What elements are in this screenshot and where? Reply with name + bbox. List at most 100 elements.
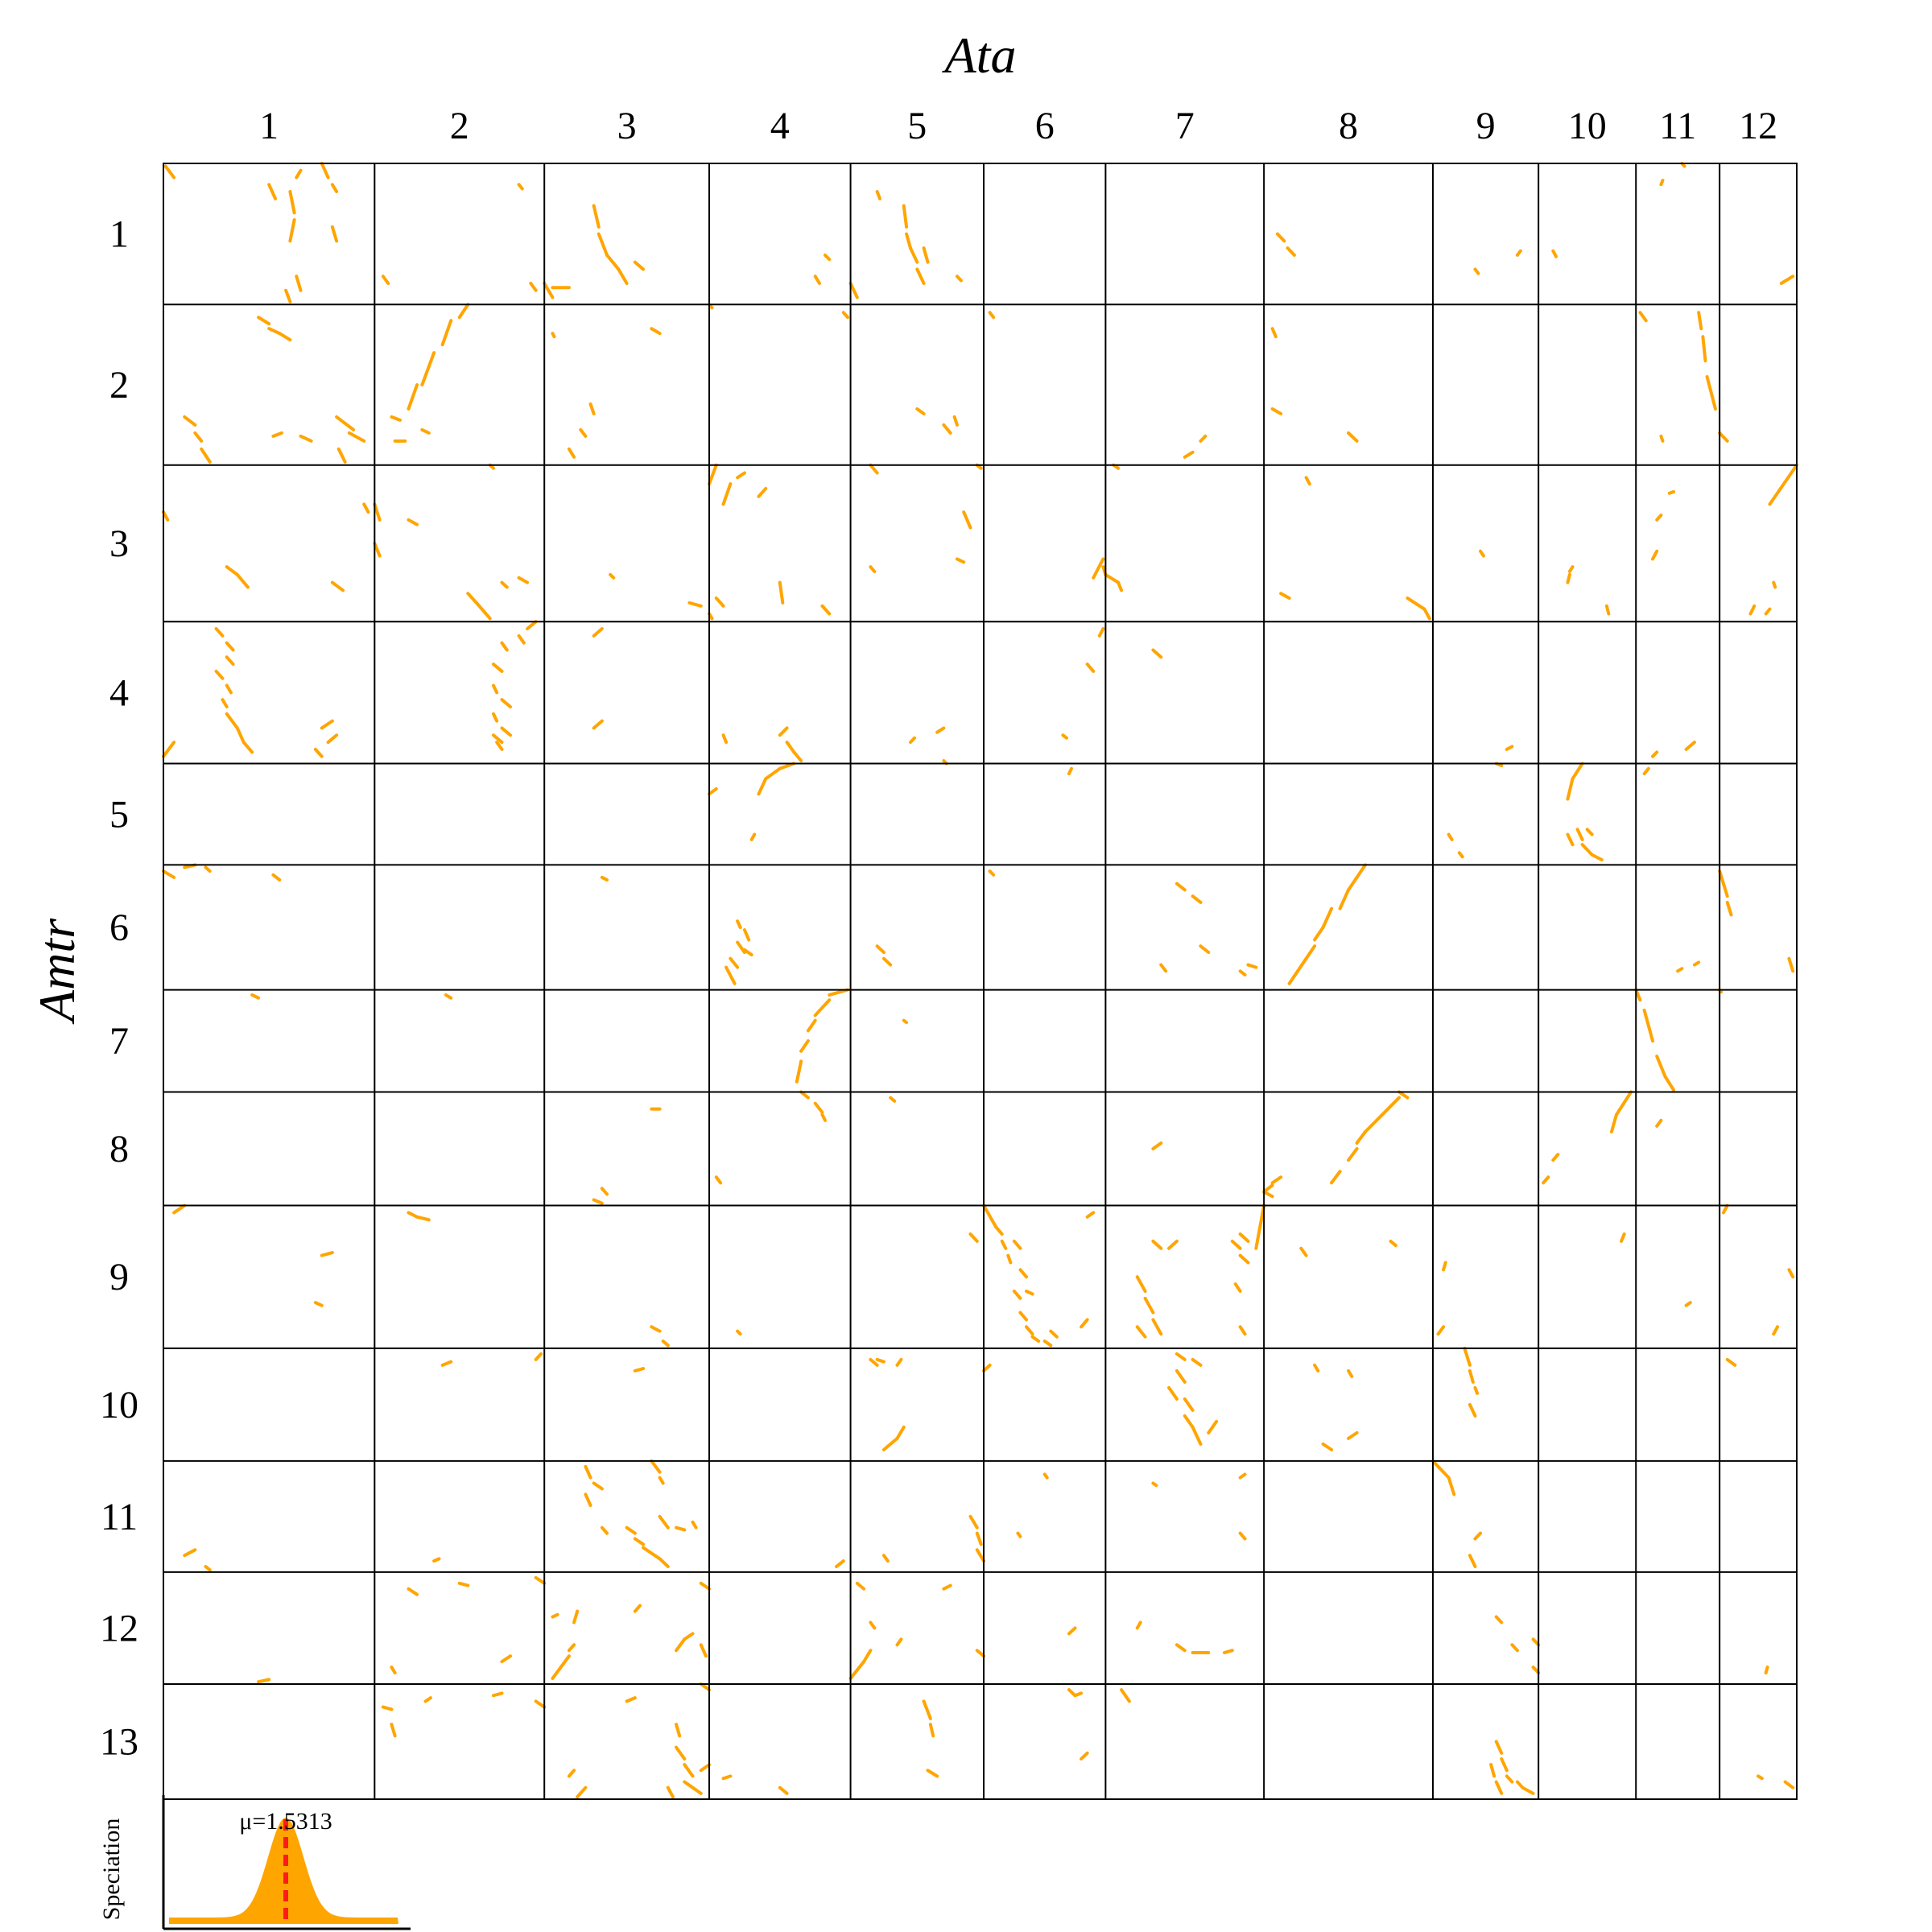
collinear-segment	[1575, 828, 1584, 841]
collinear-segment	[200, 447, 212, 464]
collinear-segment	[982, 1363, 992, 1373]
collinear-segment	[1238, 1253, 1250, 1265]
collinear-segment	[1531, 1637, 1541, 1647]
collinear-segment	[764, 766, 782, 781]
collinear-segment	[1783, 1780, 1795, 1790]
collinear-segment	[1330, 1170, 1342, 1185]
y-tick-label: 11	[101, 1496, 138, 1538]
collinear-segment	[1262, 1190, 1274, 1199]
collinear-segment	[1183, 1397, 1195, 1412]
x-axis-title: Ata	[942, 27, 1017, 84]
collinear-segment	[1447, 1476, 1456, 1496]
collinear-segment	[1238, 1232, 1250, 1243]
collinear-segment	[1430, 1459, 1446, 1474]
collinear-segment	[633, 1604, 642, 1613]
collinear-segment	[778, 580, 785, 605]
collinear-segment	[1262, 1183, 1274, 1194]
collinear-segment	[625, 1696, 637, 1703]
collinear-segment	[1183, 1414, 1195, 1429]
collinear-segment	[1473, 1531, 1483, 1541]
collinear-segment	[1151, 1481, 1158, 1488]
collinear-segment	[1199, 434, 1208, 443]
collinear-segment	[432, 1557, 441, 1563]
collinear-segment	[1174, 1352, 1187, 1361]
collinear-segment	[675, 1723, 682, 1738]
collinear-segment	[1422, 607, 1431, 621]
y-tick-label: 6	[109, 906, 129, 949]
collinear-segment	[320, 1251, 334, 1257]
collinear-segment	[1246, 963, 1258, 969]
collinear-segment	[1270, 1175, 1283, 1185]
collinear-segment	[1313, 1363, 1320, 1373]
collinear-segment	[1659, 179, 1665, 187]
collinear-segment	[1609, 1113, 1619, 1133]
collinear-segment	[658, 1557, 670, 1569]
collinear-segment	[466, 592, 478, 605]
collinear-segment	[491, 733, 504, 745]
collinear-segment	[551, 1612, 559, 1619]
collinear-segment	[683, 1763, 695, 1778]
collinear-segment	[875, 944, 886, 955]
collinear-segment	[928, 1723, 935, 1738]
collinear-segment	[935, 726, 946, 734]
collinear-segment	[172, 1203, 187, 1215]
collinear-segment	[1238, 969, 1247, 976]
collinear-segment	[875, 190, 881, 200]
collinear-segment	[683, 1780, 695, 1790]
collinear-segment	[687, 601, 703, 608]
collinear-segment	[1566, 832, 1575, 847]
collinear-segment	[902, 204, 909, 229]
collinear-segment	[551, 1666, 563, 1680]
collinear-segment	[820, 1113, 827, 1122]
collinear-segment	[534, 1575, 547, 1585]
y-tick-label: 5	[109, 793, 129, 836]
collinear-segment	[1721, 1203, 1729, 1215]
collinear-segment	[1620, 1232, 1626, 1243]
collinear-segment	[1085, 1211, 1096, 1219]
collinear-segment	[699, 1682, 712, 1692]
collinear-segment	[1174, 1643, 1187, 1653]
collinear-segment	[942, 423, 952, 435]
collinear-segment	[1381, 1096, 1402, 1117]
collinear-segment	[267, 327, 282, 336]
collinear-segment	[1135, 1620, 1142, 1630]
collinear-segment	[1646, 1024, 1655, 1043]
collinear-segment	[1067, 766, 1074, 776]
collinear-segment	[267, 183, 278, 200]
collinear-segment	[1494, 1615, 1504, 1624]
collinear-segment	[1151, 1239, 1163, 1250]
collinear-segment	[1191, 1425, 1203, 1446]
collinear-segment	[1304, 944, 1317, 960]
collinear-segment	[390, 415, 402, 422]
collinear-segment	[955, 275, 963, 283]
collinear-segment	[440, 1360, 453, 1367]
collinear-segment	[1230, 1239, 1242, 1250]
collinear-segment	[1684, 1301, 1692, 1307]
collinear-segment	[1347, 1368, 1354, 1378]
collinear-segment	[820, 604, 832, 616]
collinear-segment	[952, 415, 959, 427]
collinear-segment	[567, 447, 576, 459]
collinear-segment	[500, 698, 513, 708]
collinear-segment	[320, 162, 330, 180]
collinear-segment	[1667, 489, 1675, 495]
collinear-segment	[444, 993, 453, 1000]
x-tick-label: 9	[1476, 105, 1496, 147]
collinear-segment	[1199, 944, 1211, 955]
collinear-segment	[1551, 1153, 1560, 1162]
collinear-segment	[271, 431, 283, 438]
collinear-segment	[600, 1525, 609, 1535]
ks-distribution-peak	[169, 1818, 398, 1924]
collinear-segment	[526, 620, 538, 631]
collinear-segment	[235, 572, 250, 589]
inset-mean-label: μ=1.5313	[239, 1808, 332, 1835]
collinear-segment	[1566, 572, 1571, 584]
collinear-segment	[699, 1581, 712, 1591]
collinear-segment	[895, 1637, 903, 1647]
y-axis-title: Amtr	[28, 918, 85, 1025]
collinear-segment	[373, 502, 382, 522]
collinear-segment	[1347, 431, 1359, 443]
collinear-segment	[271, 873, 282, 882]
collinear-segment	[724, 965, 737, 985]
